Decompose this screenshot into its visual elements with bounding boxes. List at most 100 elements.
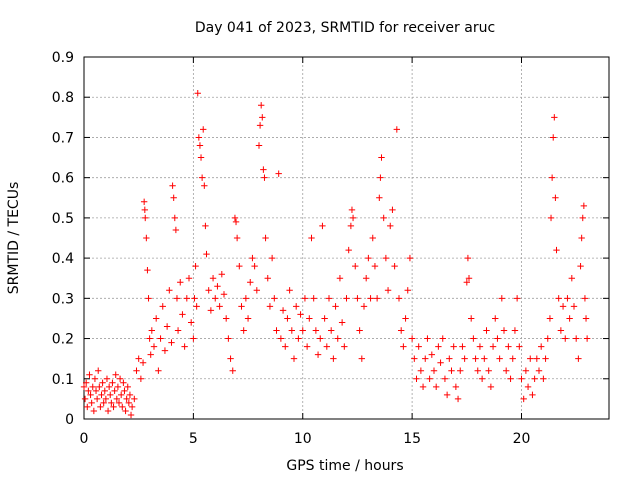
- data-point: [109, 379, 116, 386]
- data-point: [137, 375, 145, 382]
- data-point: [93, 395, 101, 403]
- data-point: [142, 214, 149, 222]
- data-point: [348, 206, 356, 214]
- y-tick-label: 0: [65, 412, 74, 428]
- data-point: [542, 355, 549, 362]
- data-point: [452, 383, 460, 391]
- y-tick-label: 0.8: [52, 90, 74, 106]
- data-point: [345, 246, 352, 254]
- data-point: [496, 355, 503, 362]
- data-point: [92, 387, 100, 395]
- data-point: [553, 246, 560, 254]
- data-point: [253, 287, 261, 294]
- data-point: [218, 271, 226, 278]
- data-point: [100, 399, 107, 407]
- data-point: [580, 202, 588, 210]
- data-point: [86, 371, 93, 378]
- data-point: [99, 379, 106, 386]
- data-point: [141, 206, 149, 214]
- data-point: [465, 275, 473, 282]
- data-point: [145, 295, 152, 302]
- data-point: [314, 351, 322, 358]
- data-point: [492, 315, 499, 322]
- data-point: [232, 218, 240, 226]
- data-point: [439, 335, 446, 342]
- data-point: [522, 367, 530, 374]
- data-point: [135, 355, 142, 362]
- data-point: [117, 391, 125, 399]
- data-point: [566, 315, 573, 322]
- data-point: [437, 359, 444, 366]
- data-point: [249, 254, 256, 262]
- data-point: [321, 315, 328, 322]
- data-point: [172, 226, 180, 234]
- data-point: [301, 295, 309, 302]
- data-point: [387, 222, 394, 230]
- data-point: [481, 355, 488, 362]
- data-point: [422, 355, 429, 362]
- data-point: [84, 403, 91, 411]
- data-point: [391, 262, 398, 270]
- data-point: [108, 399, 115, 407]
- data-point: [174, 327, 182, 334]
- y-tick-labels: 0 0.1 0.2 0.3 0.4 0.5 0.6 0.7 0.8 0.9: [52, 50, 74, 428]
- data-point: [240, 327, 247, 334]
- data-point: [397, 327, 405, 334]
- data-point: [540, 375, 547, 382]
- data-point: [572, 335, 580, 342]
- data-point: [413, 375, 420, 382]
- data-point: [127, 411, 135, 419]
- data-point: [133, 367, 140, 374]
- data-point: [341, 343, 348, 350]
- data-point: [279, 307, 287, 314]
- data-point: [140, 198, 148, 205]
- y-tick-label: 0.6: [52, 171, 74, 187]
- data-point: [312, 327, 320, 334]
- data-point: [190, 335, 197, 342]
- data-point: [463, 279, 471, 286]
- data-point: [441, 375, 449, 382]
- data-point: [146, 335, 153, 342]
- data-point: [509, 355, 516, 362]
- data-point: [85, 387, 92, 395]
- data-point: [261, 174, 268, 181]
- data-point: [367, 295, 374, 302]
- data-point: [575, 355, 582, 362]
- data-point: [131, 395, 138, 403]
- data-point: [143, 234, 150, 242]
- data-point: [110, 403, 117, 411]
- data-point: [402, 315, 409, 322]
- data-point: [90, 407, 98, 415]
- data-point: [354, 295, 361, 302]
- data-point: [292, 303, 300, 310]
- data-point: [382, 254, 390, 262]
- data-point: [415, 343, 422, 350]
- data-point: [295, 335, 302, 342]
- data-point: [557, 327, 565, 334]
- data-point: [220, 291, 228, 298]
- data-point: [266, 303, 274, 310]
- data-point: [546, 315, 554, 322]
- data-point: [98, 391, 105, 399]
- x-tick-label: 5: [189, 431, 198, 447]
- data-point: [424, 335, 431, 342]
- data-point: [123, 395, 130, 403]
- y-tick-label: 0.5: [52, 211, 74, 227]
- data-point: [81, 395, 89, 403]
- data-point: [393, 126, 401, 133]
- data-point: [144, 266, 151, 274]
- data-point: [181, 343, 188, 350]
- y-tick-label: 0.3: [52, 291, 74, 307]
- data-point: [236, 262, 243, 270]
- data-point: [105, 383, 113, 391]
- data-point: [555, 295, 562, 302]
- data-point: [87, 391, 94, 399]
- data-point: [139, 359, 147, 366]
- y-tick-label: 0.9: [52, 50, 74, 66]
- data-point: [308, 234, 315, 242]
- data-point: [474, 367, 481, 374]
- data-point: [443, 391, 451, 399]
- data-point: [419, 383, 427, 391]
- data-point: [317, 335, 324, 342]
- data-point: [119, 403, 126, 411]
